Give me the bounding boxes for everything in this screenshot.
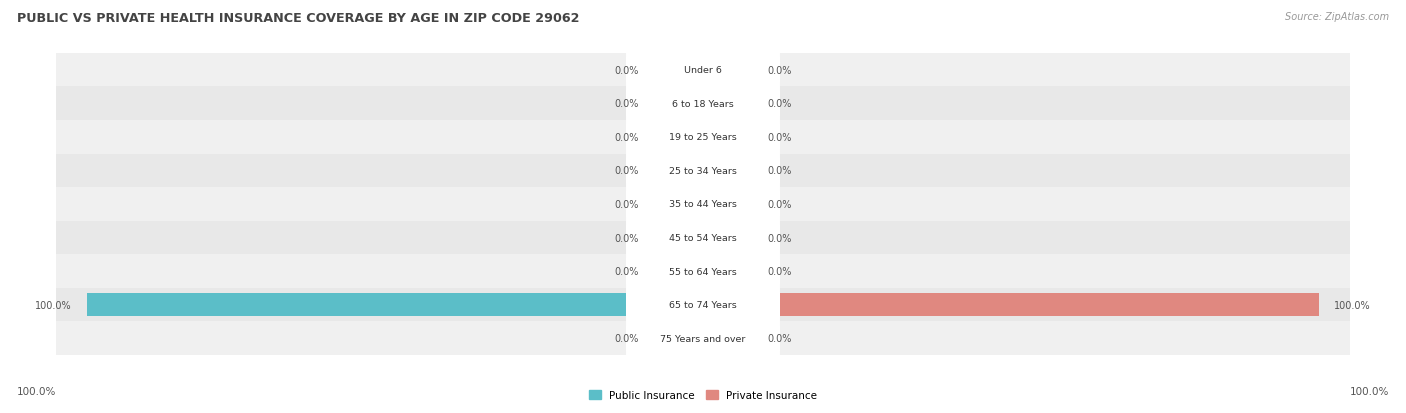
- Text: 0.0%: 0.0%: [768, 333, 792, 344]
- Text: Source: ZipAtlas.com: Source: ZipAtlas.com: [1285, 12, 1389, 22]
- Text: 6 to 18 Years: 6 to 18 Years: [672, 100, 734, 109]
- Text: 100.0%: 100.0%: [17, 387, 56, 396]
- Bar: [56, 54, 1350, 87]
- Text: 0.0%: 0.0%: [614, 333, 638, 344]
- Bar: [654, 92, 703, 116]
- Text: 0.0%: 0.0%: [768, 266, 792, 276]
- Bar: [654, 126, 703, 149]
- Text: 100.0%: 100.0%: [35, 300, 72, 310]
- Bar: [703, 92, 752, 116]
- Text: 35 to 44 Years: 35 to 44 Years: [669, 200, 737, 209]
- Bar: [703, 327, 752, 350]
- Bar: [703, 293, 1319, 317]
- Bar: [703, 226, 752, 249]
- Text: 19 to 25 Years: 19 to 25 Years: [669, 133, 737, 142]
- Text: 100.0%: 100.0%: [1350, 387, 1389, 396]
- Text: 0.0%: 0.0%: [614, 166, 638, 176]
- Bar: [703, 126, 752, 149]
- Text: 0.0%: 0.0%: [614, 199, 638, 209]
- Legend: Public Insurance, Private Insurance: Public Insurance, Private Insurance: [585, 386, 821, 404]
- Bar: [654, 327, 703, 350]
- Text: 0.0%: 0.0%: [614, 233, 638, 243]
- Bar: [56, 221, 1350, 255]
- Text: 0.0%: 0.0%: [614, 99, 638, 109]
- Bar: [56, 154, 1350, 188]
- Bar: [654, 193, 703, 216]
- Text: 65 to 74 Years: 65 to 74 Years: [669, 300, 737, 309]
- Text: 0.0%: 0.0%: [768, 233, 792, 243]
- Bar: [56, 87, 1350, 121]
- Bar: [87, 293, 703, 317]
- Text: 75 Years and over: 75 Years and over: [661, 334, 745, 343]
- Text: 25 to 34 Years: 25 to 34 Years: [669, 166, 737, 176]
- Bar: [703, 159, 752, 183]
- Text: 0.0%: 0.0%: [768, 133, 792, 142]
- FancyBboxPatch shape: [626, 242, 780, 301]
- Bar: [703, 193, 752, 216]
- Text: 0.0%: 0.0%: [768, 199, 792, 209]
- FancyBboxPatch shape: [626, 108, 780, 166]
- Bar: [56, 255, 1350, 288]
- Bar: [654, 226, 703, 249]
- Text: Under 6: Under 6: [685, 66, 721, 75]
- Text: 55 to 64 Years: 55 to 64 Years: [669, 267, 737, 276]
- FancyBboxPatch shape: [626, 176, 780, 233]
- Text: 0.0%: 0.0%: [768, 166, 792, 176]
- Bar: [654, 260, 703, 283]
- Bar: [703, 59, 752, 82]
- FancyBboxPatch shape: [626, 41, 780, 100]
- FancyBboxPatch shape: [626, 276, 780, 334]
- FancyBboxPatch shape: [626, 309, 780, 368]
- Text: 0.0%: 0.0%: [614, 266, 638, 276]
- Bar: [56, 288, 1350, 322]
- Text: 0.0%: 0.0%: [768, 65, 792, 76]
- Bar: [56, 121, 1350, 154]
- Text: 0.0%: 0.0%: [768, 99, 792, 109]
- Bar: [56, 322, 1350, 355]
- Text: 0.0%: 0.0%: [614, 65, 638, 76]
- Bar: [56, 188, 1350, 221]
- Text: 45 to 54 Years: 45 to 54 Years: [669, 233, 737, 242]
- FancyBboxPatch shape: [626, 209, 780, 267]
- FancyBboxPatch shape: [626, 75, 780, 133]
- Text: 0.0%: 0.0%: [614, 133, 638, 142]
- Text: PUBLIC VS PRIVATE HEALTH INSURANCE COVERAGE BY AGE IN ZIP CODE 29062: PUBLIC VS PRIVATE HEALTH INSURANCE COVER…: [17, 12, 579, 25]
- FancyBboxPatch shape: [626, 142, 780, 200]
- Bar: [654, 59, 703, 82]
- Text: 100.0%: 100.0%: [1334, 300, 1371, 310]
- Bar: [703, 260, 752, 283]
- Bar: [654, 159, 703, 183]
